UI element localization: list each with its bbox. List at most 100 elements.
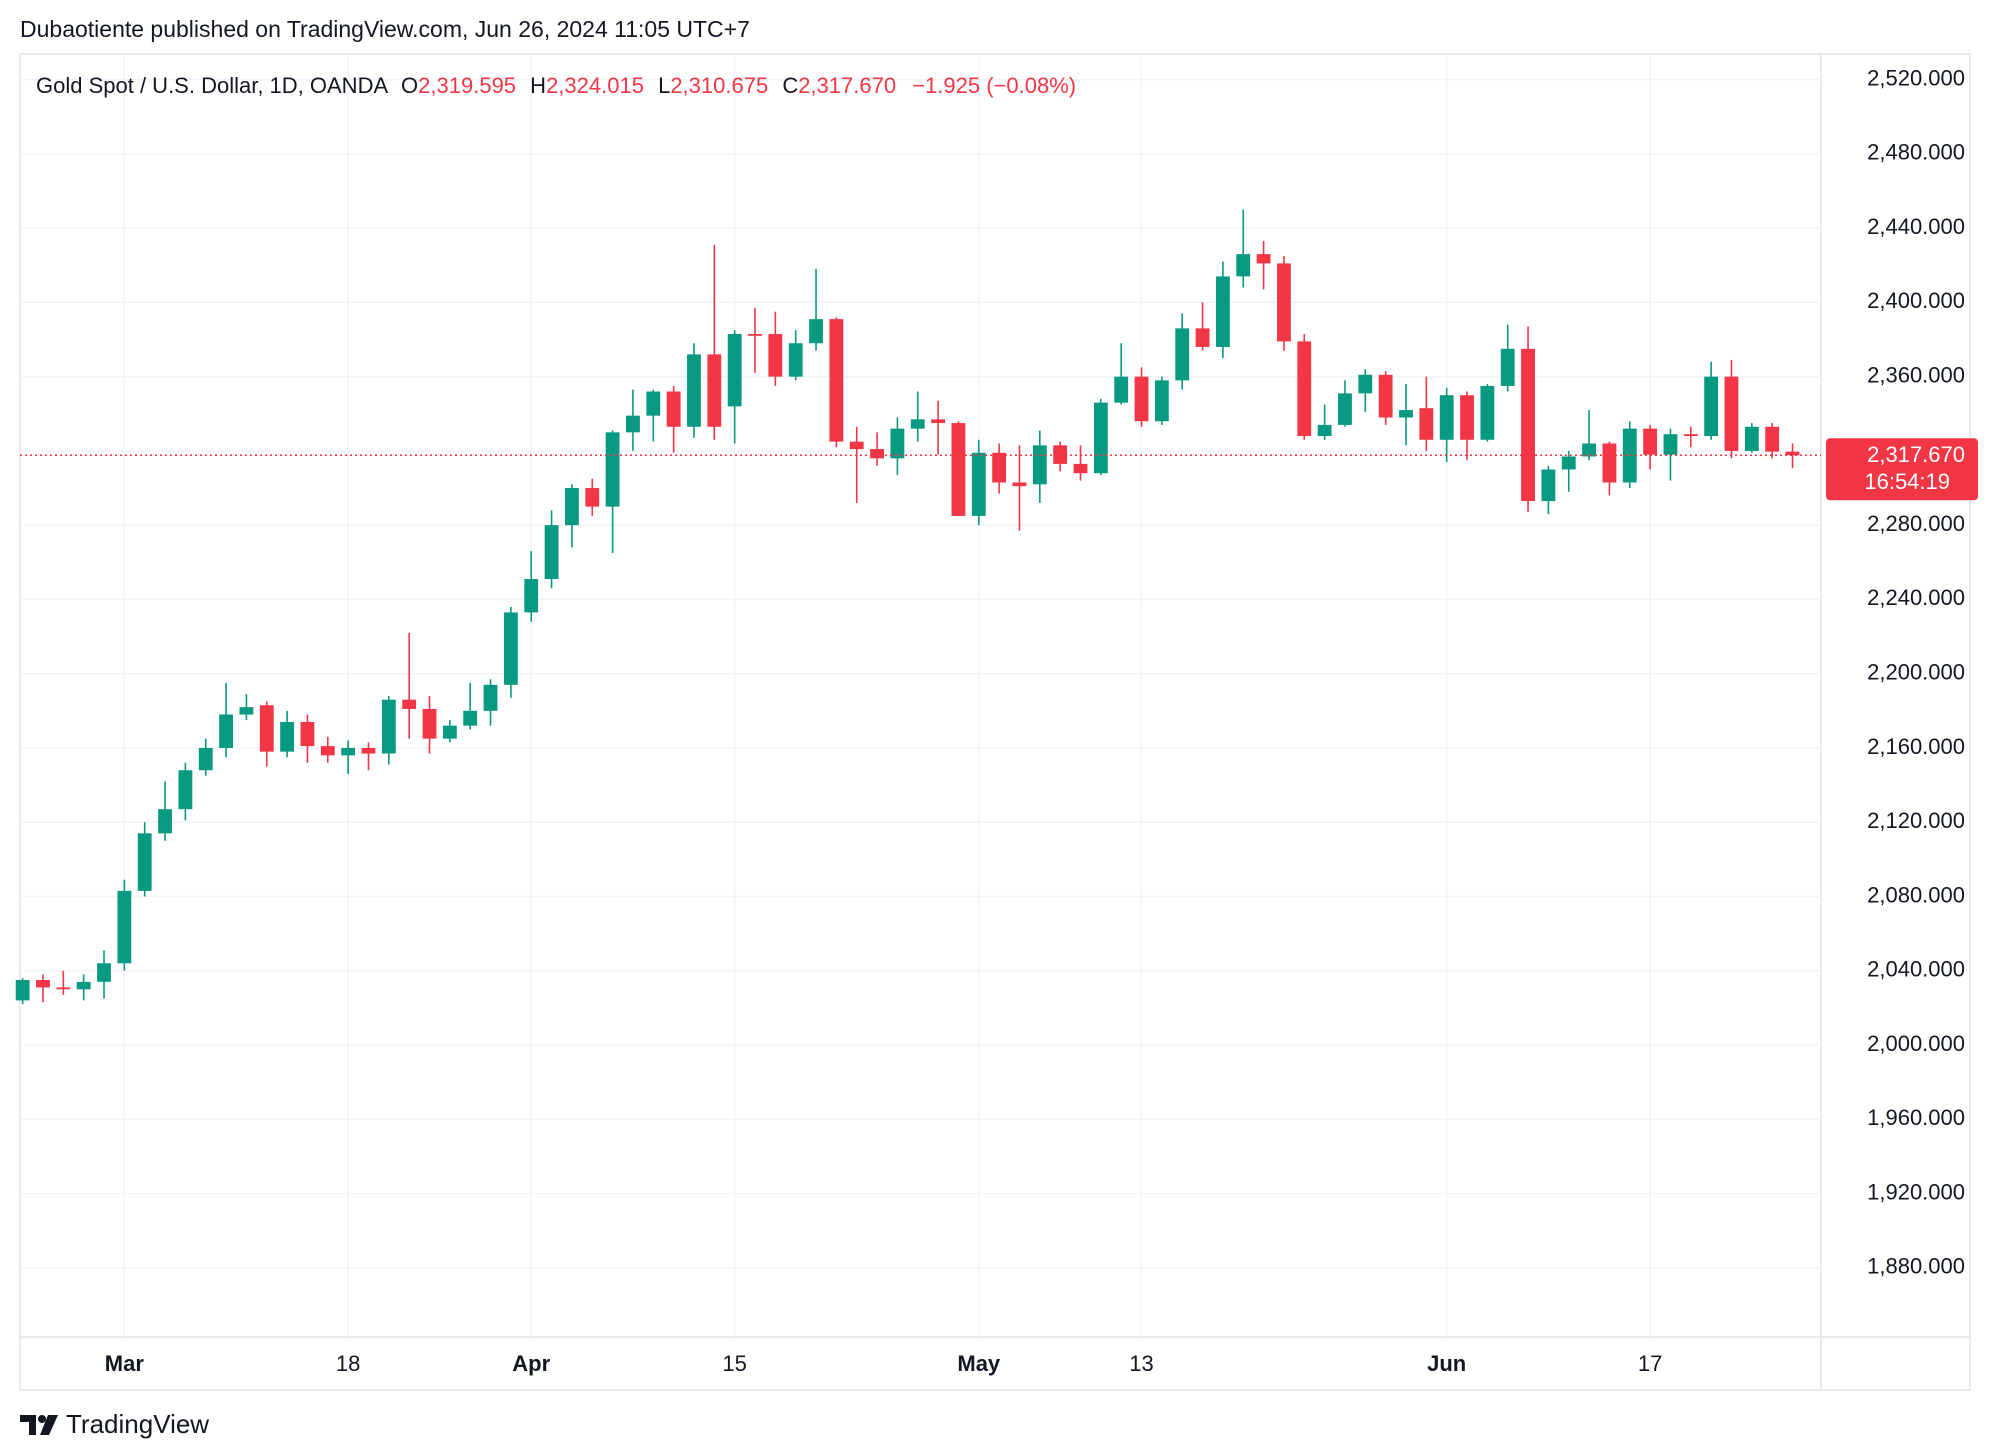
x-tick-label: 13 (1129, 1351, 1153, 1376)
candle-body (341, 747, 356, 756)
candle-body (56, 987, 71, 990)
candle-body (727, 333, 742, 407)
x-tick-label: 15 (722, 1351, 746, 1376)
candle-body (849, 441, 864, 450)
low-key: L (658, 73, 670, 98)
candle-body (117, 890, 132, 964)
candle-body (1154, 380, 1169, 422)
y-tick-label: 2,120.000 (1867, 808, 1965, 833)
y-tick-label: 2,240.000 (1867, 585, 1965, 610)
candle-body (585, 488, 600, 507)
y-tick-label: 2,000.000 (1867, 1031, 1965, 1056)
candle-body (1561, 456, 1576, 470)
y-tick-label: 2,160.000 (1867, 734, 1965, 759)
candle-body (300, 721, 315, 747)
candle-body (687, 354, 701, 427)
y-tick-label: 2,480.000 (1867, 140, 1965, 165)
candle-body (870, 449, 884, 459)
logo-part (38, 1415, 46, 1423)
candle-body (1114, 376, 1129, 403)
grid (20, 54, 1821, 1337)
candle-body (605, 432, 620, 507)
candle-body (1785, 451, 1800, 456)
candle-body (320, 746, 335, 756)
candles (15, 209, 1800, 1005)
candle-body (483, 684, 498, 711)
candle-body (259, 705, 274, 752)
candle-body (1032, 445, 1047, 485)
candle-body (463, 710, 478, 726)
candle-body (1093, 402, 1108, 474)
y-tick-label: 2,080.000 (1867, 882, 1965, 907)
published-note: Dubaotiente published on TradingView.com… (20, 16, 750, 42)
chart-frame (19, 53, 1971, 1391)
candle-body (1277, 263, 1291, 342)
candle-body (646, 391, 661, 416)
candle-body (1582, 443, 1597, 457)
candle-body (402, 699, 417, 709)
last-price-badge (1826, 438, 1978, 501)
candle-body (36, 980, 50, 988)
candle-body (1215, 276, 1230, 347)
y-tick-label: 2,400.000 (1867, 288, 1965, 313)
candle-body (910, 419, 925, 429)
candle-body (748, 333, 762, 336)
low-value: 2,310.675 (670, 73, 768, 98)
open-key: O (401, 73, 418, 98)
candle-body (1419, 408, 1434, 440)
candle-body (890, 428, 905, 459)
candle-body (524, 579, 539, 613)
candle-body (361, 747, 376, 754)
candle-body (422, 708, 437, 739)
y-tick-label: 1,960.000 (1867, 1105, 1965, 1130)
candle-body (178, 770, 193, 810)
logo-part (20, 1415, 36, 1435)
candle-body (219, 714, 233, 748)
candle-body (544, 525, 559, 580)
candle-body (1683, 434, 1698, 437)
last-price-label: 2,317.670 (1867, 442, 1965, 467)
candle-body (1195, 328, 1210, 347)
x-tick-label: Mar (105, 1351, 145, 1376)
high-key: H (530, 73, 546, 98)
y-tick-label: 2,200.000 (1867, 659, 1965, 684)
candle-body (1297, 341, 1312, 437)
open-value: 2,319.595 (418, 73, 516, 98)
candle-body (931, 419, 946, 424)
candle-body (1134, 376, 1149, 422)
candle-body (1358, 374, 1373, 394)
candle-body (1744, 426, 1759, 451)
candle-body (1724, 376, 1739, 451)
candle-body (97, 963, 111, 982)
candle-body (992, 452, 1007, 483)
candle-body (1338, 393, 1352, 425)
candle-body (158, 809, 172, 834)
brand-logo (20, 1415, 58, 1435)
candle-body (1236, 254, 1251, 277)
legend-header: Gold Spot / U.S. Dollar, 1D, OANDA O2,31… (36, 73, 1076, 98)
candle-body (1073, 463, 1088, 474)
y-tick-label: 2,280.000 (1867, 511, 1965, 536)
candle-body (76, 981, 91, 990)
close-value: 2,317.670 (798, 73, 896, 98)
candle-body (137, 833, 152, 891)
candle-body (1480, 385, 1495, 440)
candle-body (666, 391, 681, 427)
candle-body (381, 699, 396, 754)
x-tick-label: 17 (1638, 1351, 1662, 1376)
candle-body (788, 343, 803, 377)
candle-body (1012, 482, 1027, 487)
y-tick-label: 2,520.000 (1867, 65, 1965, 90)
candle-body (1460, 395, 1474, 440)
candle-body (1602, 443, 1617, 483)
candle-body (1317, 424, 1332, 437)
candle-body (503, 612, 518, 685)
candle-body (239, 707, 254, 715)
brand-name: TradingView (66, 1409, 209, 1439)
x-tick-label: Apr (512, 1351, 550, 1376)
candle-body (198, 747, 213, 771)
candle-body (1378, 374, 1393, 418)
candle-body (1439, 395, 1454, 440)
